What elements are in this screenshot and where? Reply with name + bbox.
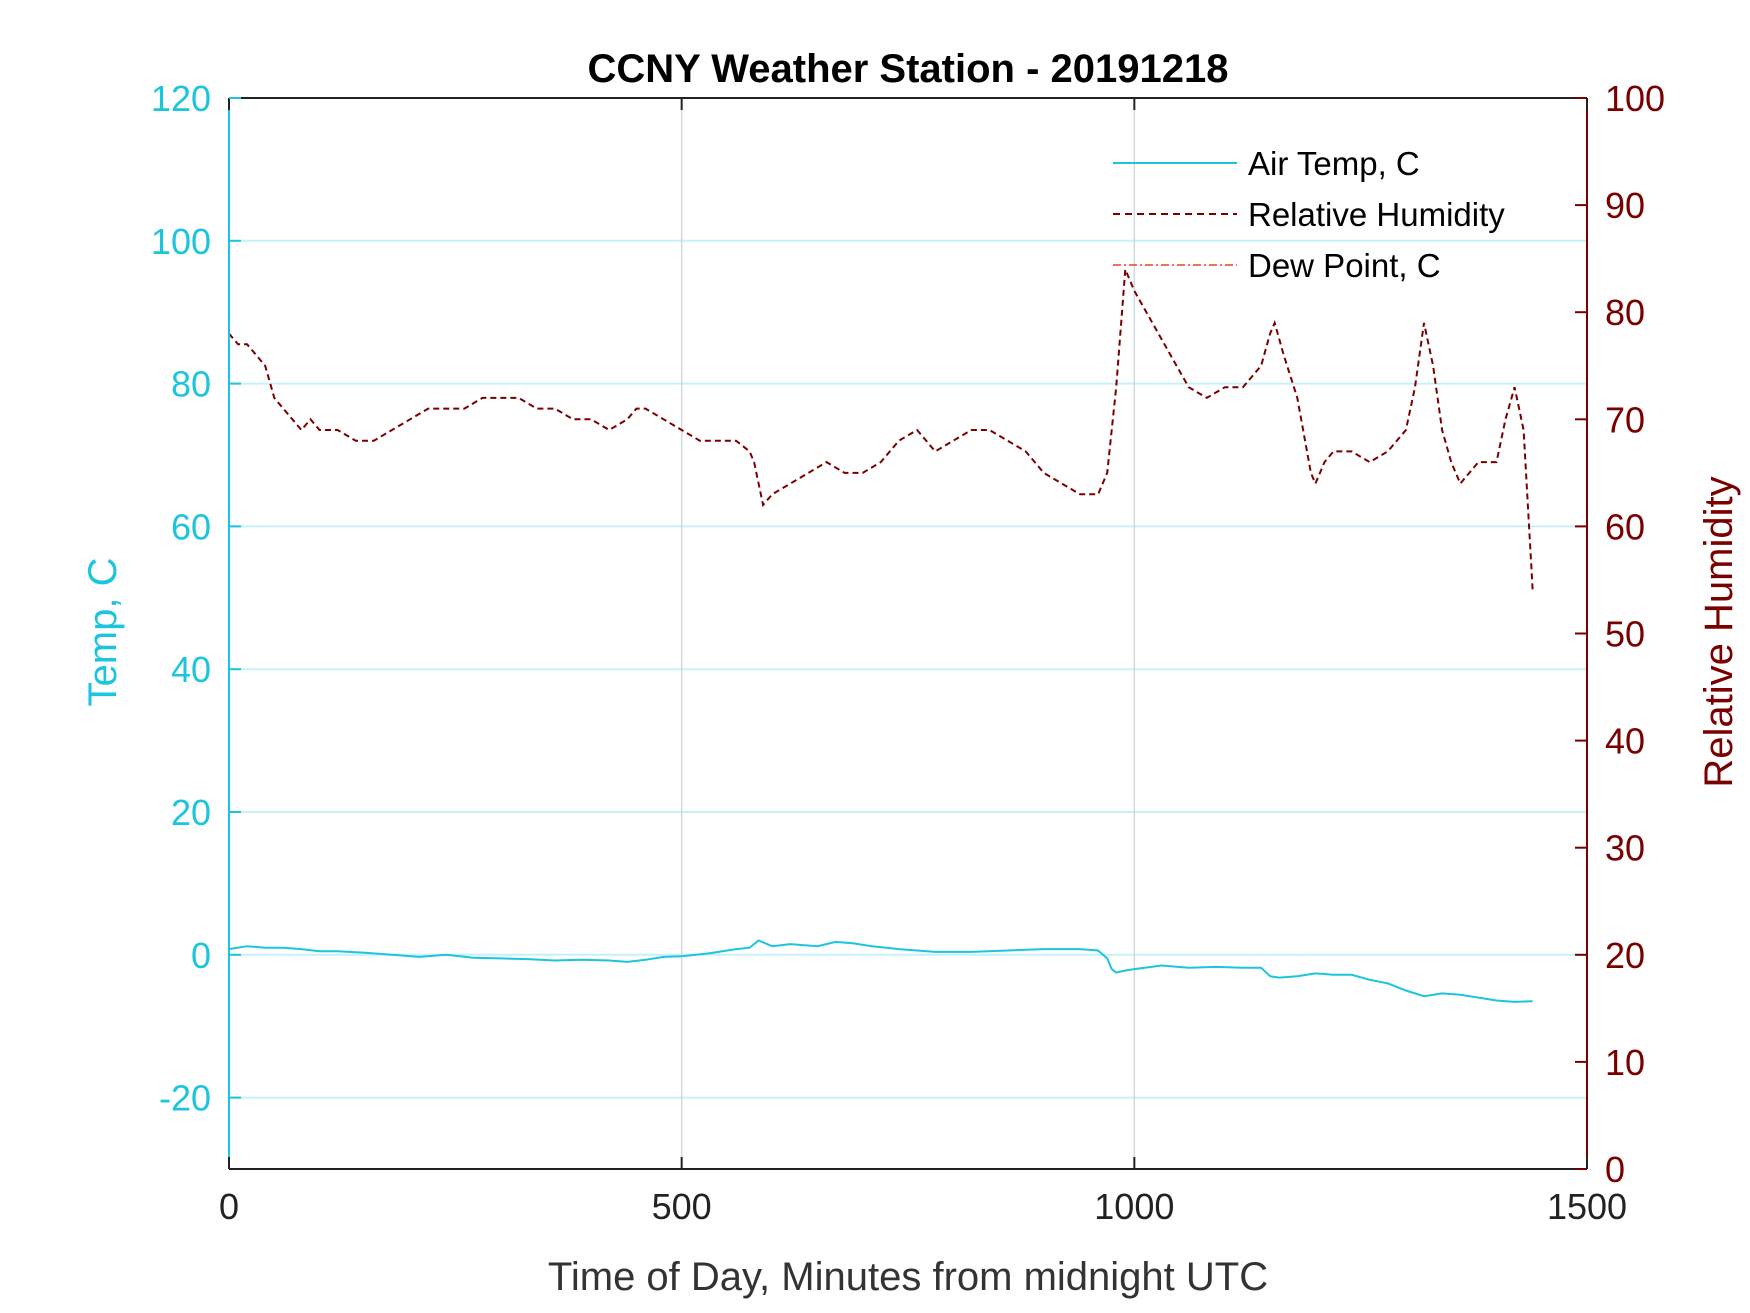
- x-tick-label: 500: [652, 1186, 712, 1227]
- x-tick-label: 1000: [1094, 1186, 1174, 1227]
- y-right-tick-label: 0: [1605, 1149, 1625, 1190]
- legend-label: Relative Humidity: [1248, 196, 1505, 233]
- y-left-tick-label: 40: [171, 649, 211, 690]
- y-axis-right-label: Relative Humidity: [1697, 476, 1741, 787]
- chart-title: CCNY Weather Station - 20191218: [588, 47, 1229, 91]
- y-left-tick-label: 0: [191, 935, 211, 976]
- y-left-tick-label: 20: [171, 792, 211, 833]
- x-tick-label: 1500: [1547, 1186, 1627, 1227]
- series-line-air-temp-c: [228, 939, 1533, 1003]
- y-right-tick-label: 10: [1605, 1042, 1645, 1083]
- y-right-tick-label: 90: [1605, 185, 1645, 226]
- y-right-tick-label: 60: [1605, 506, 1645, 547]
- y-left-tick-label: 100: [151, 221, 211, 262]
- y-right-tick-label: 70: [1605, 399, 1645, 440]
- y-right-tick-label: 80: [1605, 292, 1645, 333]
- y-right-tick-label: 40: [1605, 721, 1645, 762]
- y-right-tick-label: 20: [1605, 935, 1645, 976]
- y-left-tick-label: 120: [151, 78, 211, 119]
- axes: [228, 97, 1588, 1170]
- y-left-tick-label: 60: [171, 506, 211, 547]
- series-lines: [228, 269, 1534, 1003]
- legend: Air Temp, C Relative Humidity Dew Point, C: [1113, 145, 1505, 284]
- y-left-tick-label: -20: [159, 1078, 211, 1119]
- y-axis-left-label: Temp, C: [81, 558, 125, 707]
- legend-label: Dew Point, C: [1248, 247, 1441, 284]
- x-tick-label: 0: [219, 1186, 239, 1227]
- y-right-tick-label: 50: [1605, 614, 1645, 655]
- legend-label: Air Temp, C: [1248, 145, 1420, 182]
- x-axis-label: Time of Day, Minutes from midnight UTC: [548, 1255, 1268, 1299]
- series-line-relative-humidity: [228, 269, 1534, 591]
- tick-labels: 0 500 1000 1500 -20 0 20 40 60 80 100 120 0 10 20 30 40 5…: [151, 78, 1665, 1227]
- y-left-tick-label: 80: [171, 364, 211, 405]
- y-right-tick-label: 100: [1605, 78, 1665, 119]
- y-right-tick-label: 30: [1605, 828, 1645, 869]
